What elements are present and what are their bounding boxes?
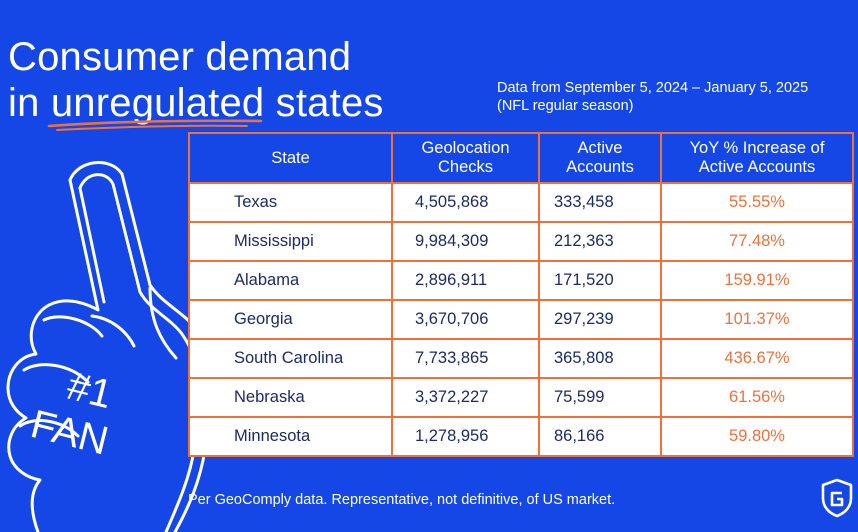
cell-yoy-increase: 77.48%	[660, 221, 854, 262]
cell-geolocation-checks: 4,505,868	[391, 182, 540, 223]
cell-active-accounts: 86,166	[538, 416, 662, 457]
cell-active-accounts: 297,239	[538, 299, 662, 340]
footer-note: Per GeoComply data. Representative, not …	[188, 492, 616, 508]
cell-yoy-increase: 55.55%	[660, 182, 854, 223]
page-title: Consumer demand in unregulated states	[8, 34, 384, 131]
table-header-row: State Geolocation Checks Active Accounts…	[188, 132, 854, 184]
data-source-note: Data from September 5, 2024 – January 5,…	[497, 79, 808, 115]
cell-active-accounts: 333,458	[538, 182, 662, 223]
cell-yoy-increase: 61.56%	[660, 377, 854, 418]
source-date-range: Data from September 5, 2024 – January 5,…	[497, 80, 809, 96]
table-row: Nebraska 3,372,227 75,599 61.56%	[188, 377, 854, 418]
header-active-text: Active Accounts	[566, 139, 634, 176]
table-row: Alabama 2,896,911 171,520 159.91%	[188, 260, 854, 301]
header-geolocation-checks: Geolocation Checks	[391, 132, 540, 184]
header-state: State	[188, 132, 393, 184]
table-row: Texas 4,505,868 333,458 55.55%	[188, 182, 854, 223]
cell-state: Nebraska	[188, 377, 393, 418]
table-body: Texas 4,505,868 333,458 55.55% Mississippi 9,…	[188, 182, 854, 457]
table-row: Mississippi 9,984,309 212,363 77.48%	[188, 221, 854, 262]
title-highlight: unregulated	[47, 80, 265, 131]
state-demand-table: State Geolocation Checks Active Accounts…	[188, 132, 854, 457]
title-suffix: states	[264, 81, 384, 125]
title-line-2: in unregulated states	[8, 80, 384, 131]
cell-state: South Carolina	[188, 338, 393, 379]
cell-geolocation-checks: 3,670,706	[391, 299, 540, 340]
cell-active-accounts: 171,520	[538, 260, 662, 301]
title-highlight-word: unregulated	[50, 81, 265, 125]
header-yoy-text: YoY % Increase of Active Accounts	[689, 139, 825, 176]
data-table-wrapper: State Geolocation Checks Active Accounts…	[188, 132, 854, 457]
cell-geolocation-checks: 9,984,309	[391, 221, 540, 262]
header-yoy-increase: YoY % Increase of Active Accounts	[660, 132, 854, 184]
cell-geolocation-checks: 3,372,227	[391, 377, 540, 418]
source-season: (NFL regular season)	[497, 98, 634, 114]
cell-yoy-increase: 159.91%	[660, 260, 854, 301]
cell-active-accounts: 365,808	[538, 338, 662, 379]
cell-geolocation-checks: 7,733,865	[391, 338, 540, 379]
foam-finger-icon: #1 FAN	[6, 161, 214, 532]
cell-active-accounts: 212,363	[538, 221, 662, 262]
cell-state: Mississippi	[188, 221, 393, 262]
underline-scribble-icon	[47, 119, 263, 131]
header-active-accounts: Active Accounts	[538, 132, 662, 184]
header-geolocation-text: Geolocation Checks	[421, 139, 510, 176]
cell-active-accounts: 75,599	[538, 377, 662, 418]
cell-state: Minnesota	[188, 416, 393, 457]
hand-text-number: #1	[63, 364, 117, 417]
geocomply-shield-icon	[821, 478, 853, 518]
cell-yoy-increase: 436.67%	[660, 338, 854, 379]
cell-geolocation-checks: 2,896,911	[391, 260, 540, 301]
cell-yoy-increase: 59.80%	[660, 416, 854, 457]
title-line-1: Consumer demand	[8, 35, 352, 79]
cell-state: Texas	[188, 182, 393, 223]
title-prefix: in	[8, 81, 51, 125]
table-row: Georgia 3,670,706 297,239 101.37%	[188, 299, 854, 340]
cell-yoy-increase: 101.37%	[660, 299, 854, 340]
cell-state: Alabama	[188, 260, 393, 301]
table-row: South Carolina 7,733,865 365,808 436.67%	[188, 338, 854, 379]
cell-state: Georgia	[188, 299, 393, 340]
cell-geolocation-checks: 1,278,956	[391, 416, 540, 457]
table-row: Minnesota 1,278,956 86,166 59.80%	[188, 416, 854, 457]
